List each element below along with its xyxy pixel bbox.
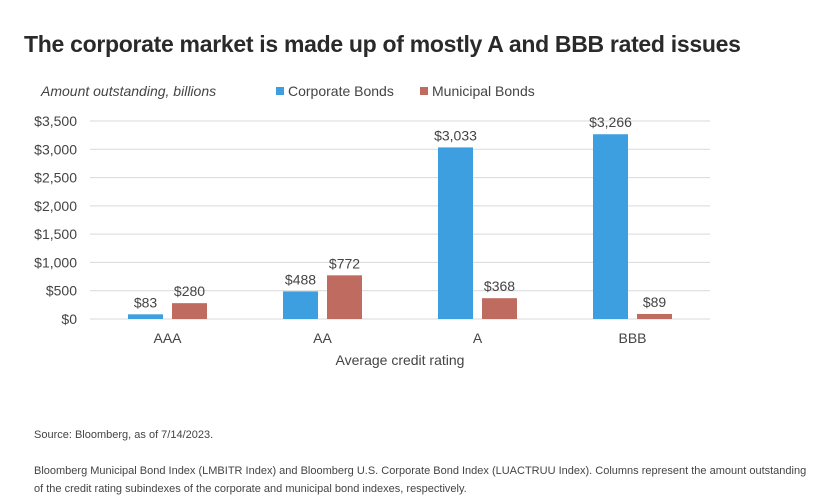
- bar-municipal: [482, 298, 517, 319]
- legend-swatch-corporate: [276, 87, 284, 95]
- footnote: Bloomberg Municipal Bond Index (LMBITR I…: [34, 465, 807, 495]
- y-tick-label: $1,500: [34, 226, 77, 242]
- bar-corporate: [593, 134, 628, 319]
- data-label: $280: [174, 283, 205, 299]
- legend-label-corporate: Corporate Bonds: [288, 83, 394, 99]
- bar-chart: $0 $500 $1,000 $1,500 $2,000 $2,500 $3,000 $3,5…: [34, 113, 710, 368]
- y-tick-label: $3,000: [34, 141, 77, 157]
- y-tick-label: $1,000: [34, 254, 77, 270]
- x-tick-label: AA: [313, 330, 332, 346]
- y-tick-label: $500: [46, 283, 77, 299]
- x-axis-label: Average credit rating: [336, 352, 465, 368]
- y-tick-label: $3,500: [34, 113, 77, 129]
- legend-label-municipal: Municipal Bonds: [432, 83, 535, 99]
- y-tick-label: $2,500: [34, 170, 77, 186]
- x-tick-label: AAA: [153, 330, 182, 346]
- data-label: $83: [134, 294, 158, 310]
- chart-title: The corporate market is made up of mostl…: [24, 31, 741, 57]
- data-label: $89: [643, 294, 667, 310]
- bar-municipal: [327, 275, 362, 319]
- x-tick-label: BBB: [618, 330, 646, 346]
- legend-item-municipal: Municipal Bonds: [420, 83, 535, 99]
- data-label: $368: [484, 278, 515, 294]
- y-tick-label: $0: [61, 311, 77, 327]
- y-axis-label: Amount outstanding, billions: [41, 83, 217, 99]
- data-label: $3,033: [434, 127, 477, 143]
- data-label: $772: [329, 255, 360, 271]
- bar-municipal: [637, 313, 672, 319]
- data-label: $488: [285, 271, 316, 287]
- legend-swatch-municipal: [420, 87, 428, 95]
- x-tick-label: A: [473, 330, 483, 346]
- legend-item-corporate: Corporate Bonds: [276, 83, 394, 99]
- y-tick-label: $2,000: [34, 198, 77, 214]
- data-label: $3,266: [589, 114, 632, 130]
- bar-corporate: [283, 291, 318, 319]
- bar-corporate: [128, 314, 163, 319]
- bar-corporate: [438, 147, 473, 319]
- bar-municipal: [172, 303, 207, 319]
- source-note: Source: Bloomberg, as of 7/14/2023.: [34, 429, 214, 441]
